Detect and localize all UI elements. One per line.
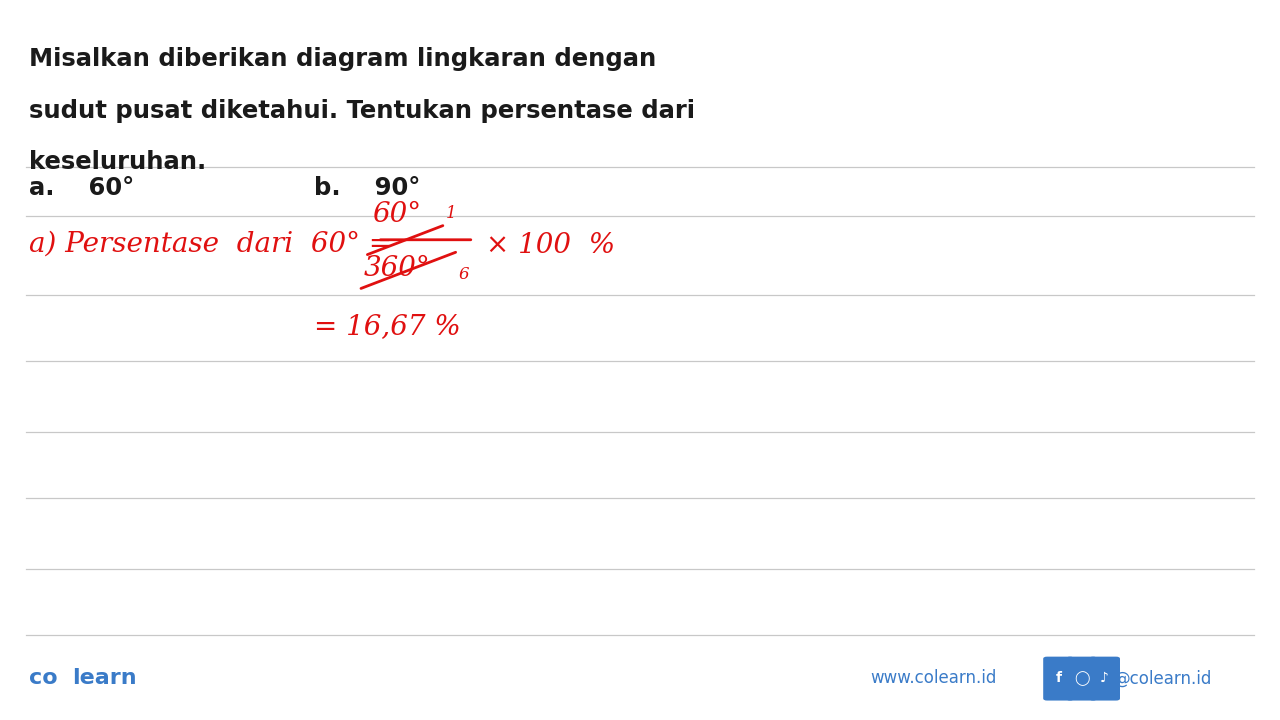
Text: www.colearn.id: www.colearn.id <box>870 670 997 687</box>
FancyBboxPatch shape <box>1043 657 1074 701</box>
Text: Misalkan diberikan diagram lingkaran dengan: Misalkan diberikan diagram lingkaran den… <box>29 47 657 71</box>
Text: sudut pusat diketahui. Tentukan persentase dari: sudut pusat diketahui. Tentukan persenta… <box>29 99 695 122</box>
Text: × 100  %: × 100 % <box>486 232 616 258</box>
Text: @colearn.id: @colearn.id <box>1114 670 1212 687</box>
Text: b.    90°: b. 90° <box>314 176 420 200</box>
Text: keseluruhan.: keseluruhan. <box>29 150 206 174</box>
Text: co: co <box>29 668 58 688</box>
Text: learn: learn <box>72 668 136 688</box>
Text: a.    60°: a. 60° <box>29 176 134 200</box>
FancyBboxPatch shape <box>1089 657 1120 701</box>
Text: ◯: ◯ <box>1074 671 1089 685</box>
Text: = 16,67 %: = 16,67 % <box>314 313 461 341</box>
Text: 60°: 60° <box>372 201 421 228</box>
Text: ♪: ♪ <box>1101 671 1108 685</box>
Text: 6: 6 <box>458 266 468 283</box>
Text: a) Persentase  dari  60° =: a) Persentase dari 60° = <box>29 230 393 257</box>
FancyBboxPatch shape <box>1066 657 1097 701</box>
Text: f: f <box>1056 671 1061 685</box>
Text: 1: 1 <box>445 205 456 222</box>
Text: 360°: 360° <box>364 255 430 282</box>
